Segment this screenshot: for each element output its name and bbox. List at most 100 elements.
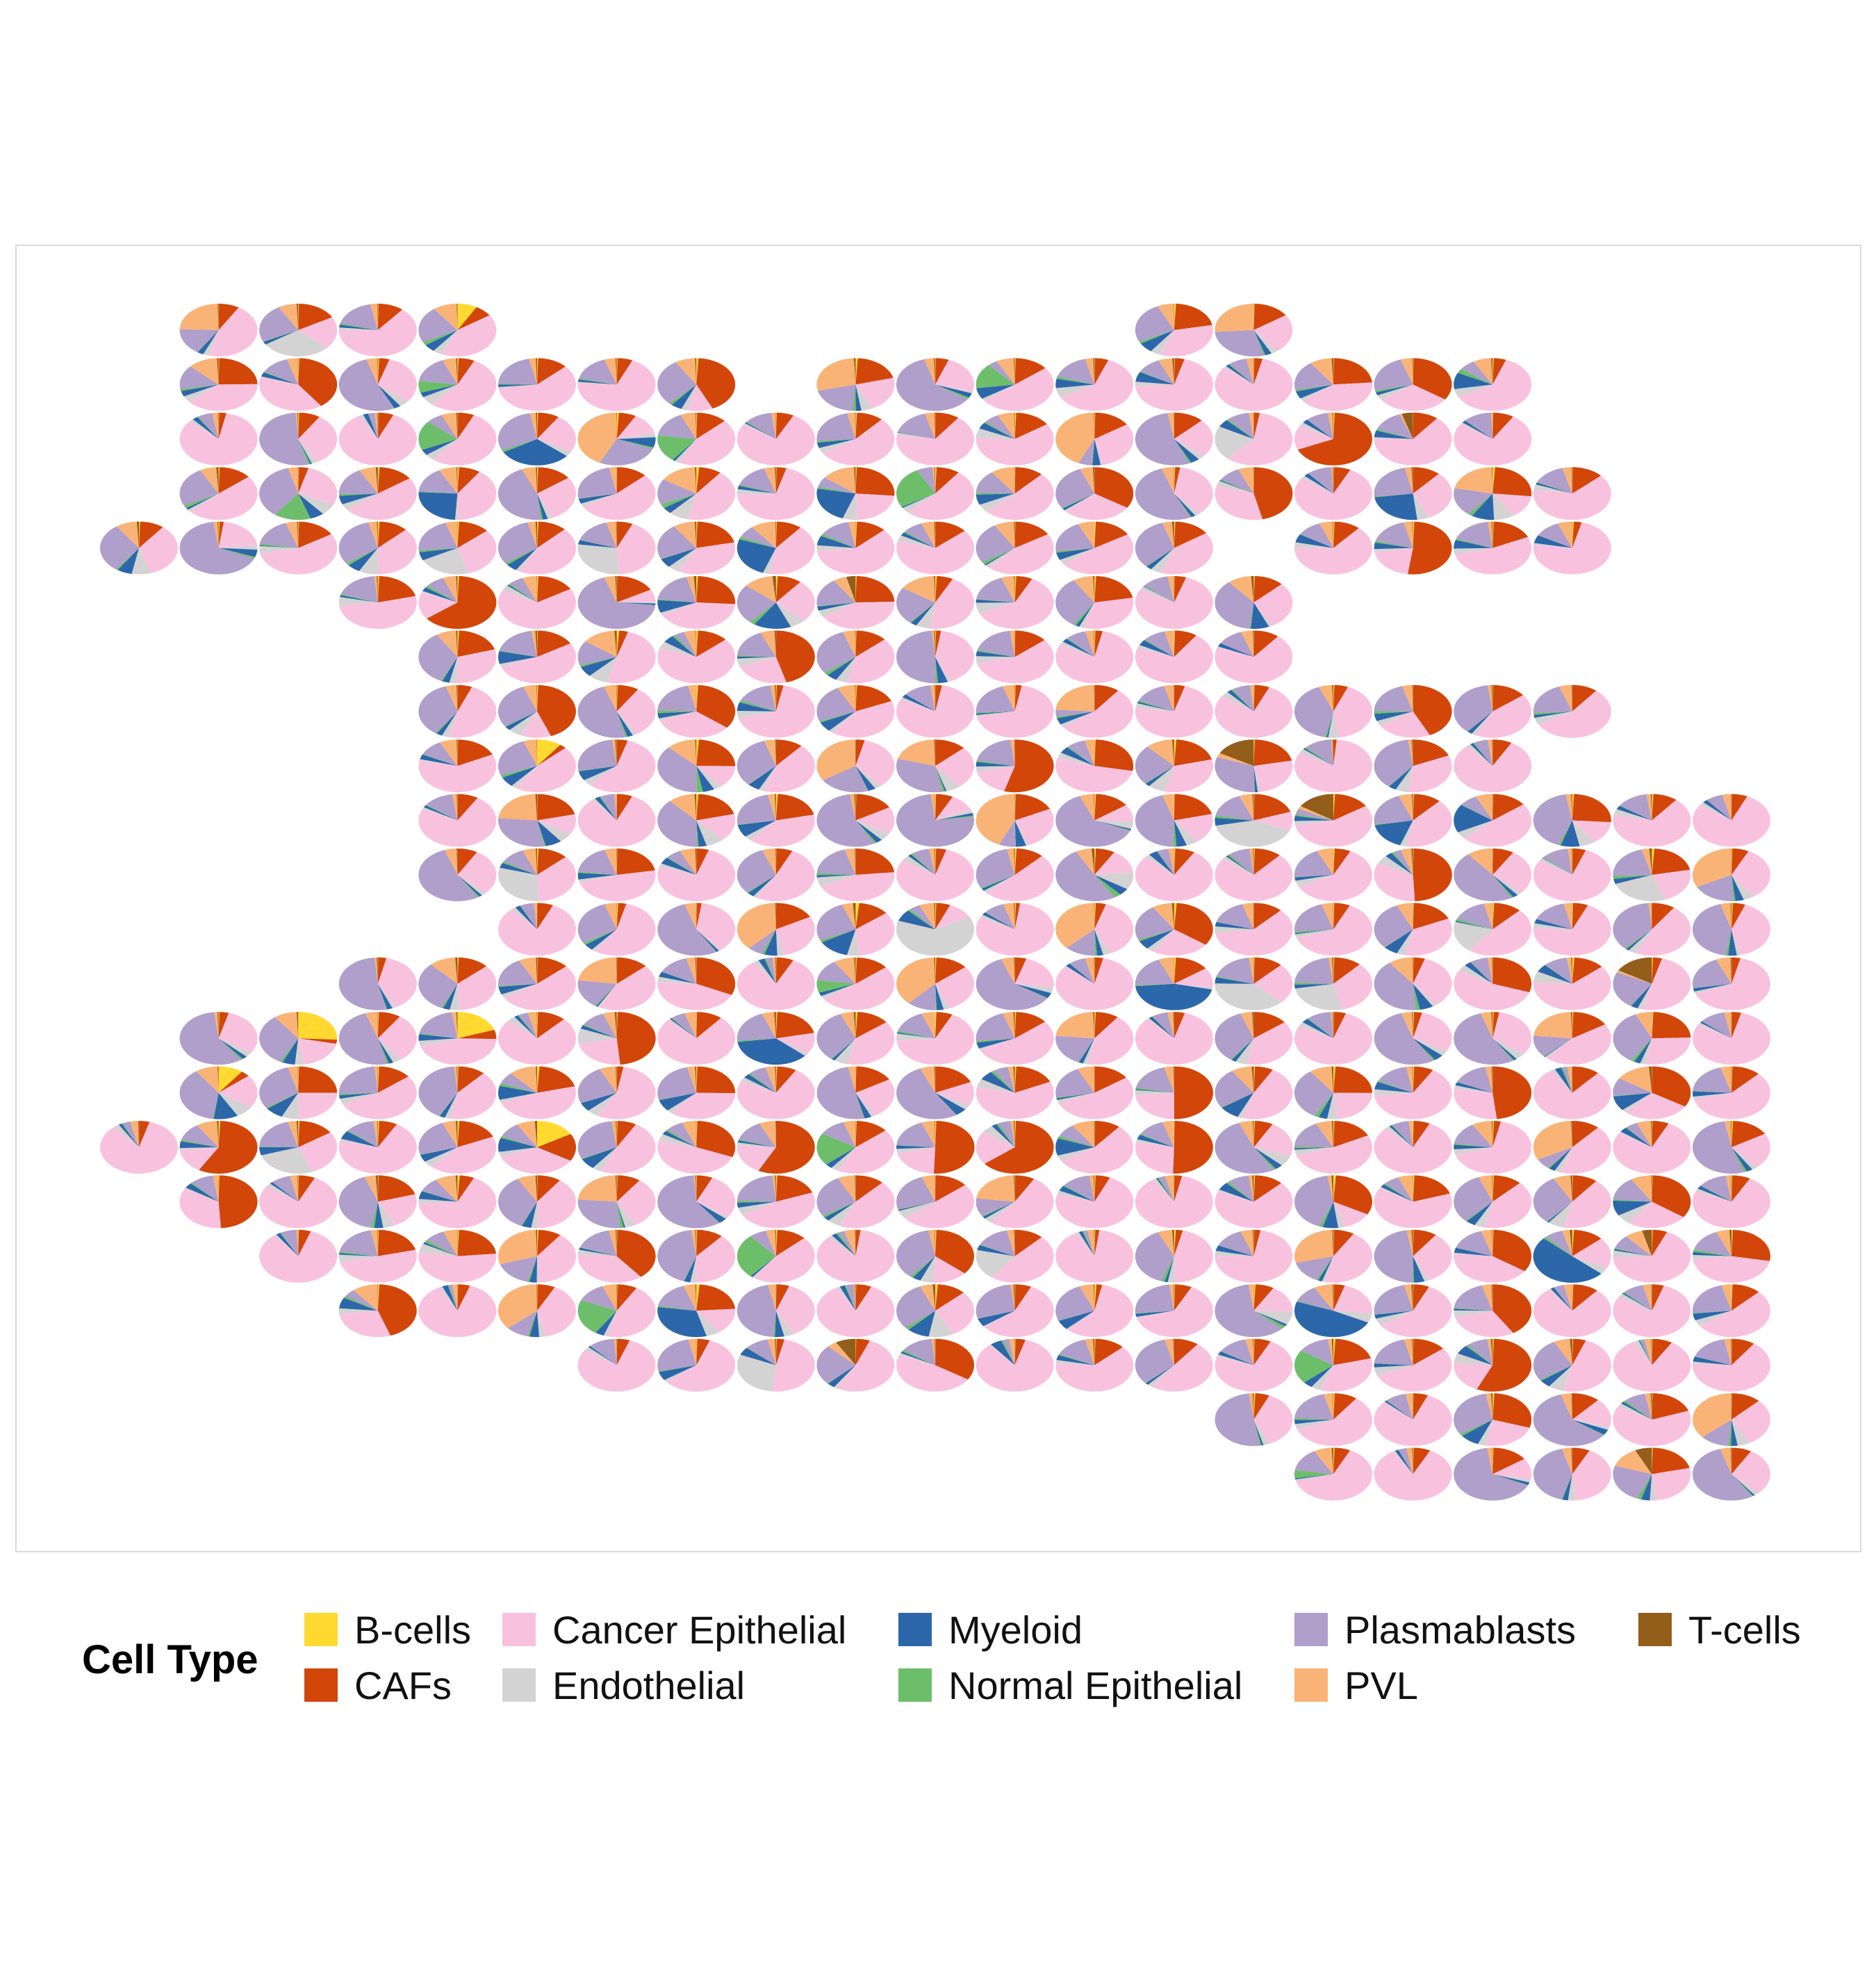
pie-slice-endothelial [1395,766,1413,792]
pie-slice-cafs [935,521,965,548]
pie-slice-plasmablasts [896,1068,956,1119]
pie-slice-normal-epithelial [578,766,617,771]
pie-slice-plasmablasts [577,1121,617,1158]
pie-slice-myeloid [261,372,299,385]
pie-slice-pvl [438,467,458,494]
pie-slice-plasmablasts [1374,905,1413,947]
pie-slice-plasmablasts [985,904,1015,930]
pie-slice-pvl [606,521,617,548]
pie-slice-pvl [1055,684,1095,712]
pie-slice-b-cells [1413,794,1414,821]
pie-slice-cancer-epithelial [1376,1348,1452,1392]
pie-slice-endothelial [759,766,776,791]
pie-slice-normal-epithelial [1572,1420,1604,1436]
pie-slice-cancer-epithelial [1406,801,1452,847]
pie-slice-normal-epithelial [1063,1185,1095,1202]
pie-spot [179,412,258,466]
pie-slice-normal-epithelial [1297,1301,1333,1311]
pie-slice-myeloid [1462,420,1493,439]
pie-slice-b-cells [696,794,699,821]
pie-spot [976,412,1054,466]
pie-slice-cancer-epithelial [218,1076,258,1108]
pie-slice-b-cells [1094,1284,1097,1311]
pie-slice-normal-epithelial [671,1017,697,1039]
pie-spot [577,1066,656,1119]
pie-spot [338,358,417,411]
pie-slice-cancer-epithelial [1563,1181,1611,1229]
pie-slice-plasmablasts [1613,1466,1652,1499]
pie-slice-cancer-epithelial [420,1038,497,1065]
pie-slice-cafs [1253,358,1263,385]
pie-spots [99,303,1771,1501]
pie-slice-cafs [696,1012,721,1039]
pie-slice-b-cells [696,358,699,385]
pie-spot [338,1120,417,1174]
pie-slice-normal-epithelial [816,1133,856,1165]
pie-slice-b-cells [696,1229,698,1256]
pie-slice-plasmablasts [816,632,856,673]
pie-slice-b-cells [616,575,618,602]
pie-slice-cancer-epithelial [1546,1024,1611,1065]
pie-slice-normal-epithelial [1731,875,1736,901]
pie-slice-myeloid [443,983,458,1010]
pie-slice-pvl [1003,903,1015,930]
pie-slice-b-cells [855,957,857,984]
pie-slice-b-cells [1413,467,1414,494]
pie-slice-t-cells [297,1012,299,1039]
pie-slice-b-cells [1094,412,1096,439]
pie-slice-cancer-epithelial [218,521,258,548]
pie-slice-cafs [696,794,734,821]
pie-slice-t-cells [297,412,299,439]
pie-slice-cafs [1014,1012,1046,1039]
pie-slice-b-cells [298,1175,299,1202]
pie-slice-b-cells [775,1338,777,1365]
pie-spot [1215,794,1293,847]
pie-slice-endothelial [831,1147,856,1171]
pie-slice-cafs [1174,467,1180,494]
pie-spot [577,630,656,684]
pie-slice-myeloid [1149,851,1174,875]
pie-slice-plasmablasts [577,1069,617,1103]
pie-slice-endothelial [976,1249,1015,1278]
pie-slice-b-cells [1014,1120,1017,1147]
pie-slice-b-cells [1253,848,1255,875]
pie-slice-t-cells [456,1229,458,1256]
pie-slice-myeloid [1294,929,1333,935]
pie-slice-endothelial [675,438,697,463]
pie-slice-pvl [452,794,458,821]
pie-slice-b-cells [1094,794,1096,821]
pie-slice-b-cells [1174,1120,1175,1147]
pie-spot [737,521,815,575]
pie-slice-b-cells [1572,1012,1574,1039]
pie-slice-plasmablasts [1215,330,1264,357]
pie-slice-plasmablasts [657,1067,697,1100]
pie-slice-t-cells [1252,794,1254,821]
pie-slice-b-cells [218,1066,242,1093]
pie-slice-b-cells [457,467,459,494]
pie-slice-cancer-epithelial [1700,1292,1770,1338]
pie-slice-cancer-epithelial [1374,863,1415,902]
pie-slice-cancer-epithelial [823,601,895,630]
pie-slice-endothelial [1174,820,1198,846]
pie-slice-b-cells [775,521,777,548]
pie-spot [498,957,577,1010]
pie-slice-plasmablasts [426,794,458,821]
pie-slice-endothelial [935,1092,970,1110]
pie-slice-t-cells [377,957,378,984]
pie-slice-endothelial [591,929,617,951]
pie-slice-normal-epithelial [279,1038,299,1062]
pie-spot [976,903,1054,956]
pie-slice-myeloid [500,862,537,875]
pie-slice-myeloid [1384,1400,1413,1420]
pie-slice-pvl [1724,1012,1731,1039]
pie-slice-t-cells [534,1121,537,1147]
pie-slice-pvl [1158,957,1174,984]
pie-spot [1135,412,1213,466]
pie-slice-plasmablasts [179,521,254,575]
pie-slice-pvl [896,957,935,1003]
pie-slice-plasmablasts [1069,958,1095,984]
pie-slice-pvl [1298,806,1333,821]
pie-slice-cafs [1572,957,1602,984]
pie-slice-cancer-epithelial [516,748,577,793]
pie-slice-cancer-epithelial [1253,315,1293,352]
